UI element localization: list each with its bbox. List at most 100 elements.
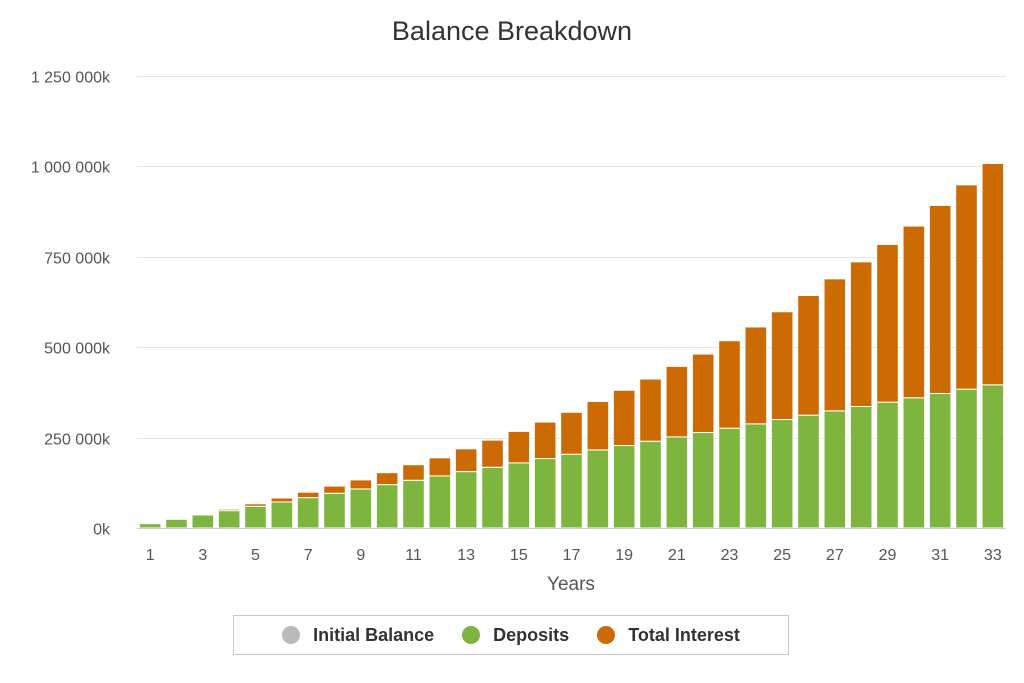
legend-item-deposits[interactable]: Deposits	[462, 625, 569, 646]
x-tick-label: 9	[356, 547, 365, 564]
x-tick-label: 27	[826, 547, 844, 564]
bar-deposits[interactable]	[718, 427, 741, 529]
bar-deposits[interactable]	[270, 501, 294, 529]
bar-total-interest[interactable]	[375, 472, 399, 486]
grid-lines	[137, 76, 1006, 439]
bar-deposits[interactable]	[191, 514, 215, 529]
legend-label-initial-balance: Initial Balance	[313, 624, 435, 645]
bar-deposits[interactable]	[323, 492, 346, 529]
bar-deposits[interactable]	[375, 484, 399, 529]
bar-deposits[interactable]	[402, 479, 425, 529]
bar-deposits[interactable]	[665, 436, 689, 529]
bar-total-interest[interactable]	[296, 491, 320, 499]
bar-deposits[interactable]	[928, 392, 952, 529]
bar-total-interest[interactable]	[612, 389, 636, 447]
x-tick-label: 7	[304, 547, 313, 564]
bar-deposits[interactable]	[586, 449, 610, 529]
bar-total-interest[interactable]	[533, 421, 557, 460]
bar-deposits[interactable]	[296, 497, 320, 529]
x-tick-label: 13	[457, 547, 475, 564]
x-tick-label: 25	[773, 547, 791, 564]
legend-item-total-interest[interactable]: Total Interest	[597, 625, 740, 646]
y-tick-label: 0k	[93, 522, 111, 539]
bar-deposits[interactable]	[902, 397, 926, 529]
bar-total-interest[interactable]	[744, 326, 768, 425]
x-tick-label: 23	[721, 547, 739, 564]
x-tick-label: 29	[879, 547, 897, 564]
bar-total-interest[interactable]	[876, 244, 899, 403]
bar-deposits[interactable]	[981, 384, 1005, 529]
bar-total-interest[interactable]	[665, 365, 689, 438]
bar-total-interest[interactable]	[560, 411, 583, 455]
x-tick-label: 21	[668, 547, 686, 564]
bar-deposits[interactable]	[612, 445, 636, 529]
legend-swatch-initial-balance	[282, 626, 301, 644]
bar-deposits[interactable]	[244, 505, 267, 529]
bar-total-interest[interactable]	[244, 503, 267, 507]
bars-group	[138, 163, 1005, 529]
x-tick-label: 3	[198, 547, 207, 564]
x-tick-label: 31	[931, 547, 949, 564]
bar-total-interest[interactable]	[349, 479, 373, 490]
x-tick-label: 19	[615, 547, 633, 564]
x-tick-label: 33	[984, 547, 1002, 564]
bar-deposits[interactable]	[639, 440, 662, 529]
bar-total-interest[interactable]	[928, 204, 952, 394]
bar-total-interest[interactable]	[481, 439, 504, 468]
legend-label-deposits: Deposits	[493, 624, 570, 645]
bar-deposits[interactable]	[507, 462, 531, 529]
x-tick-label: 11	[405, 547, 422, 564]
bar-total-interest[interactable]	[217, 508, 241, 512]
y-tick-label: 1 250 000k	[31, 70, 111, 87]
bar-deposits[interactable]	[691, 432, 715, 529]
bar-total-interest[interactable]	[823, 278, 847, 412]
bar-deposits[interactable]	[560, 453, 583, 529]
bar-deposits[interactable]	[823, 410, 847, 529]
bar-deposits[interactable]	[428, 475, 452, 529]
bar-total-interest[interactable]	[797, 294, 820, 416]
bar-total-interest[interactable]	[639, 378, 662, 442]
bar-deposits[interactable]	[849, 406, 873, 529]
bar-deposits[interactable]	[533, 458, 557, 529]
bar-total-interest[interactable]	[507, 430, 531, 464]
bar-total-interest[interactable]	[902, 225, 926, 399]
bar-deposits[interactable]	[454, 471, 478, 529]
y-tick-label: 500 000k	[44, 341, 111, 358]
legend-swatch-total-interest	[597, 626, 616, 644]
legend: Initial Balance Deposits Total Interest	[233, 615, 789, 655]
bar-deposits[interactable]	[138, 523, 162, 529]
bar-total-interest[interactable]	[586, 400, 610, 451]
bar-deposits[interactable]	[876, 401, 899, 529]
bar-deposits[interactable]	[481, 466, 504, 529]
bar-total-interest[interactable]	[981, 163, 1005, 386]
x-tick-label: 17	[563, 547, 581, 564]
legend-item-initial-balance[interactable]: Initial Balance	[282, 625, 434, 646]
bar-total-interest[interactable]	[428, 457, 452, 477]
bar-deposits[interactable]	[165, 518, 188, 529]
x-tick-label: 15	[510, 547, 528, 564]
bar-deposits[interactable]	[217, 510, 241, 529]
bar-total-interest[interactable]	[454, 448, 478, 473]
x-tick-label: 1	[146, 547, 155, 564]
bar-deposits[interactable]	[770, 419, 794, 529]
x-axis-title: Years	[547, 574, 595, 595]
bar-deposits[interactable]	[955, 388, 978, 529]
bar-total-interest[interactable]	[718, 340, 741, 429]
bar-total-interest[interactable]	[849, 261, 873, 407]
bar-total-interest[interactable]	[691, 353, 715, 434]
y-tick-label: 1 000 000k	[31, 160, 111, 177]
bar-total-interest[interactable]	[270, 497, 294, 503]
bar-deposits[interactable]	[744, 423, 768, 529]
bar-total-interest[interactable]	[402, 464, 425, 481]
bar-total-interest[interactable]	[955, 184, 978, 390]
y-tick-label: 750 000k	[44, 251, 111, 268]
bar-deposits[interactable]	[797, 414, 820, 529]
bar-total-interest[interactable]	[323, 485, 346, 494]
y-axis: 0k 250 000k 500 000k 750 000k 1 000 000k 1 25…	[31, 70, 111, 539]
legend-swatch-deposits	[462, 626, 481, 644]
legend-label-total-interest: Total Interest	[628, 624, 740, 645]
y-tick-label: 250 000k	[44, 432, 111, 449]
bar-deposits[interactable]	[349, 488, 373, 529]
bar-total-interest[interactable]	[770, 311, 794, 421]
